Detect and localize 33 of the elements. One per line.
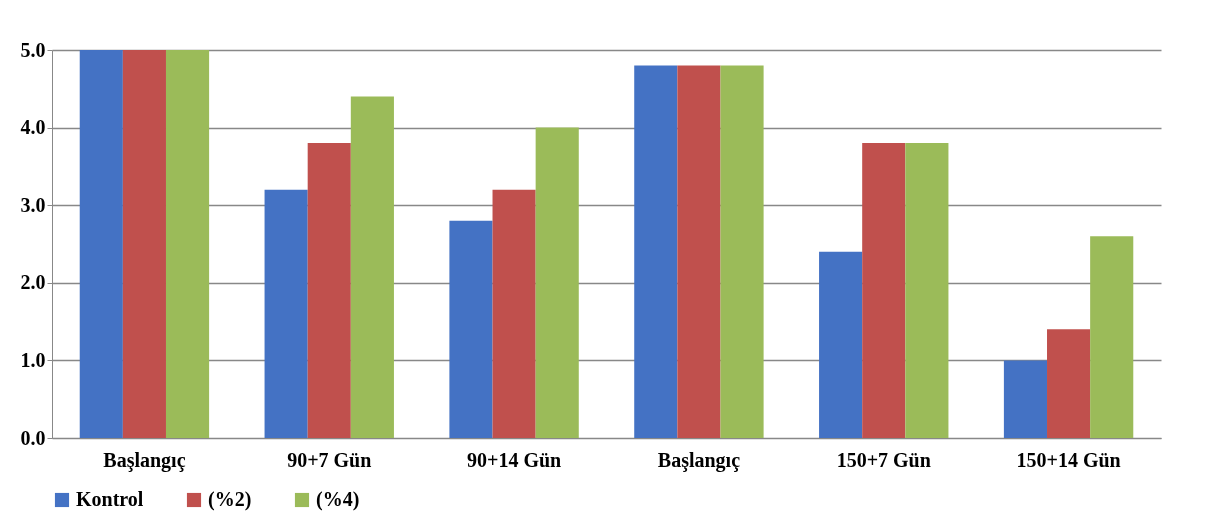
x-tick-label: 150+14 Gün: [1016, 448, 1121, 471]
bar: [720, 65, 764, 438]
bar: [677, 65, 721, 438]
bar: [79, 50, 123, 438]
y-tick-label: 0.0: [20, 426, 46, 449]
x-tick-label: 150+7 Gün: [836, 448, 931, 471]
bar: [122, 50, 166, 438]
bar: [165, 50, 210, 438]
bar: [634, 65, 678, 438]
bar: [819, 251, 863, 438]
bar: [1090, 236, 1134, 438]
legend-label: (%2): [208, 488, 252, 511]
legend-label: Kontrol: [76, 488, 144, 510]
bar: [1003, 360, 1048, 438]
y-tick-label: 1.0: [20, 348, 46, 371]
bar: [492, 189, 536, 438]
y-tick-label: 5.0: [20, 38, 46, 61]
bar: [905, 143, 949, 438]
bar: [307, 143, 351, 438]
x-tick-label: Başlangıç: [657, 448, 741, 472]
y-tick-label: 3.0: [20, 193, 46, 216]
x-tick-label: 90+7 Gün: [287, 448, 372, 471]
bar: [449, 220, 493, 438]
x-tick-label: 90+14 Gün: [466, 448, 562, 471]
bar: [535, 127, 579, 438]
bar: [350, 96, 394, 438]
legend-label: (%4): [316, 488, 360, 511]
bar: [1047, 329, 1091, 438]
y-tick-label: 2.0: [20, 271, 46, 294]
bar: [862, 143, 906, 438]
x-tick-label: Başlangıç: [103, 448, 186, 472]
y-tick-label: 4.0: [20, 116, 46, 139]
bar: [264, 189, 308, 438]
